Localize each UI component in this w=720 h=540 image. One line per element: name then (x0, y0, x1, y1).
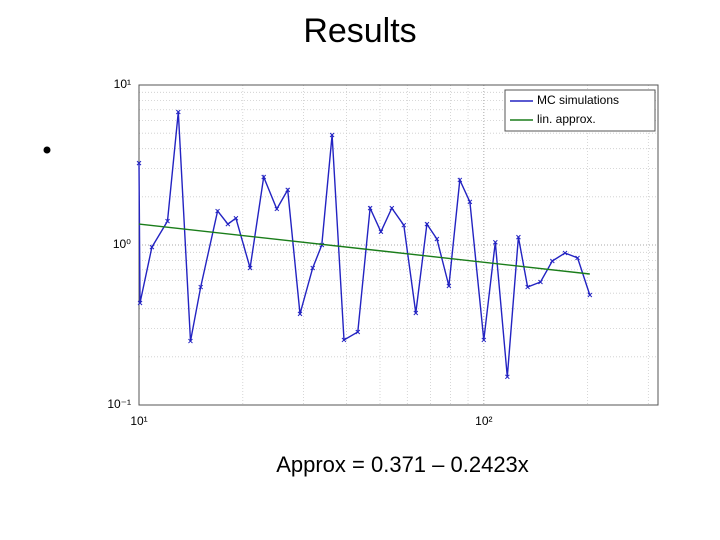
bullet (43, 146, 51, 154)
y-tick-label: 10⁰ (113, 237, 131, 251)
point-marker (285, 187, 291, 193)
y-tick-label: 10⁻¹ (107, 397, 131, 411)
point-marker (481, 337, 487, 343)
point-marker (149, 244, 155, 250)
point-marker (329, 132, 335, 138)
x-tick-label: 10¹ (130, 414, 147, 428)
point-marker (504, 374, 510, 380)
point-marker (247, 265, 253, 271)
point-marker (165, 218, 170, 224)
point-marker (492, 239, 498, 245)
point-marker (446, 283, 452, 289)
point-marker (434, 236, 440, 242)
point-marker (274, 206, 280, 212)
point-marker (424, 221, 430, 227)
point-marker (538, 279, 543, 285)
point-marker (136, 160, 142, 166)
point-marker (310, 265, 316, 271)
point-marker (198, 284, 204, 290)
formula: Approx = 0.371 – 0.2423x (276, 452, 529, 477)
point-marker (467, 199, 473, 205)
point-marker (378, 229, 384, 235)
series-line (138, 223, 590, 275)
point-marker (516, 234, 521, 240)
point-marker (413, 310, 419, 316)
x-tick-label: 10² (475, 414, 492, 428)
point-marker (341, 337, 347, 343)
point-marker (525, 284, 530, 290)
legend-label: lin. approx. (537, 112, 596, 126)
point-marker (233, 215, 239, 221)
legend-box (504, 89, 656, 132)
point-marker (137, 300, 143, 306)
point-marker (562, 250, 568, 256)
point-marker (367, 205, 373, 211)
slide-title: Results (303, 12, 417, 50)
point-marker (457, 177, 463, 183)
y-tick-label: 10¹ (114, 77, 131, 91)
point-marker (215, 208, 220, 214)
point-marker (188, 338, 193, 344)
point-marker (549, 258, 555, 264)
point-marker (575, 255, 580, 261)
point-marker (401, 222, 407, 228)
point-marker (297, 311, 303, 317)
point-marker (587, 292, 593, 298)
series-line (138, 111, 591, 377)
point-marker (261, 174, 267, 180)
point-marker (225, 221, 231, 227)
point-marker (355, 329, 361, 335)
legend-label: MC simulations (537, 93, 619, 107)
point-marker (175, 109, 181, 115)
point-marker (389, 205, 395, 211)
